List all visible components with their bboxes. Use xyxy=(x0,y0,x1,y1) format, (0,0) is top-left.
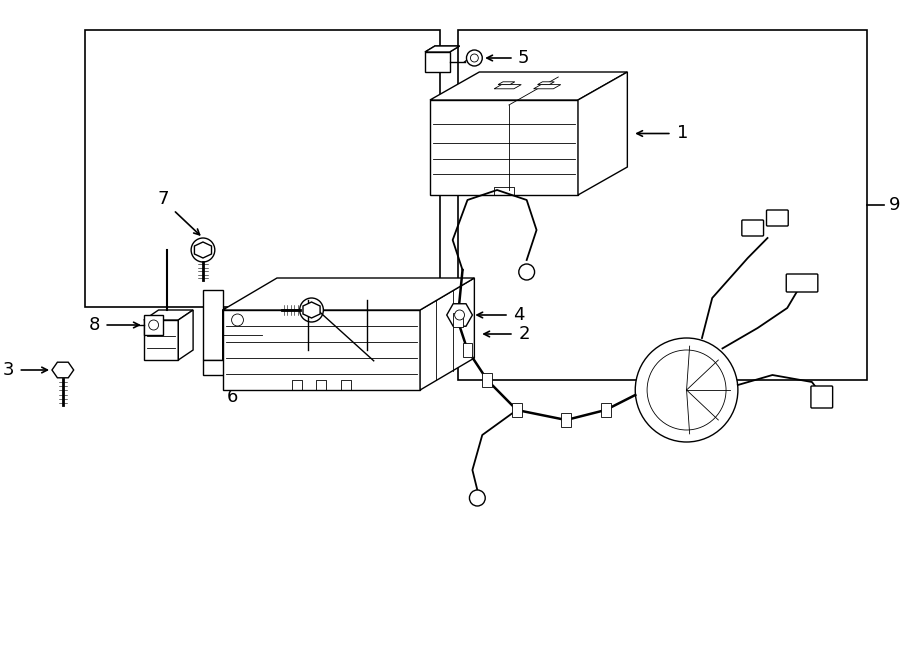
Circle shape xyxy=(231,314,243,326)
Polygon shape xyxy=(430,72,627,100)
Polygon shape xyxy=(600,403,610,417)
Polygon shape xyxy=(303,302,320,318)
Text: 9: 9 xyxy=(888,196,900,214)
Polygon shape xyxy=(425,52,450,72)
Polygon shape xyxy=(463,343,473,357)
Text: 6: 6 xyxy=(227,388,239,406)
Polygon shape xyxy=(534,85,561,89)
Polygon shape xyxy=(425,46,460,52)
Polygon shape xyxy=(203,360,242,375)
Polygon shape xyxy=(482,373,492,387)
Circle shape xyxy=(300,298,323,322)
Polygon shape xyxy=(203,290,222,360)
Text: 4: 4 xyxy=(513,306,525,324)
Bar xyxy=(458,30,867,380)
Text: 7: 7 xyxy=(360,279,372,297)
Circle shape xyxy=(191,238,215,262)
Polygon shape xyxy=(537,82,554,85)
FancyBboxPatch shape xyxy=(767,210,788,226)
FancyBboxPatch shape xyxy=(787,274,818,292)
Circle shape xyxy=(466,50,482,66)
Circle shape xyxy=(148,320,158,330)
Text: 5: 5 xyxy=(518,49,529,67)
Circle shape xyxy=(454,310,464,320)
Text: 7: 7 xyxy=(158,190,169,208)
Circle shape xyxy=(518,264,535,280)
Polygon shape xyxy=(446,304,472,327)
Polygon shape xyxy=(453,313,463,327)
Polygon shape xyxy=(222,290,282,360)
Polygon shape xyxy=(578,72,627,195)
Circle shape xyxy=(471,54,478,62)
Polygon shape xyxy=(144,315,164,335)
Polygon shape xyxy=(494,85,521,89)
Polygon shape xyxy=(222,278,474,310)
Polygon shape xyxy=(144,320,178,360)
Polygon shape xyxy=(178,310,194,360)
Polygon shape xyxy=(420,278,474,390)
Circle shape xyxy=(470,490,485,506)
Text: 8: 8 xyxy=(89,316,100,334)
Circle shape xyxy=(647,350,726,430)
Circle shape xyxy=(635,338,738,442)
Polygon shape xyxy=(194,242,212,258)
Polygon shape xyxy=(498,82,515,85)
FancyBboxPatch shape xyxy=(811,386,832,408)
Polygon shape xyxy=(430,100,578,195)
Text: 1: 1 xyxy=(677,124,688,143)
Polygon shape xyxy=(425,46,460,52)
Polygon shape xyxy=(562,413,572,427)
Text: 2: 2 xyxy=(518,325,530,343)
Polygon shape xyxy=(144,310,194,320)
FancyBboxPatch shape xyxy=(742,220,763,236)
Polygon shape xyxy=(512,403,522,417)
Text: 3: 3 xyxy=(3,361,14,379)
Bar xyxy=(85,30,440,307)
Polygon shape xyxy=(222,310,420,390)
Polygon shape xyxy=(52,362,74,378)
